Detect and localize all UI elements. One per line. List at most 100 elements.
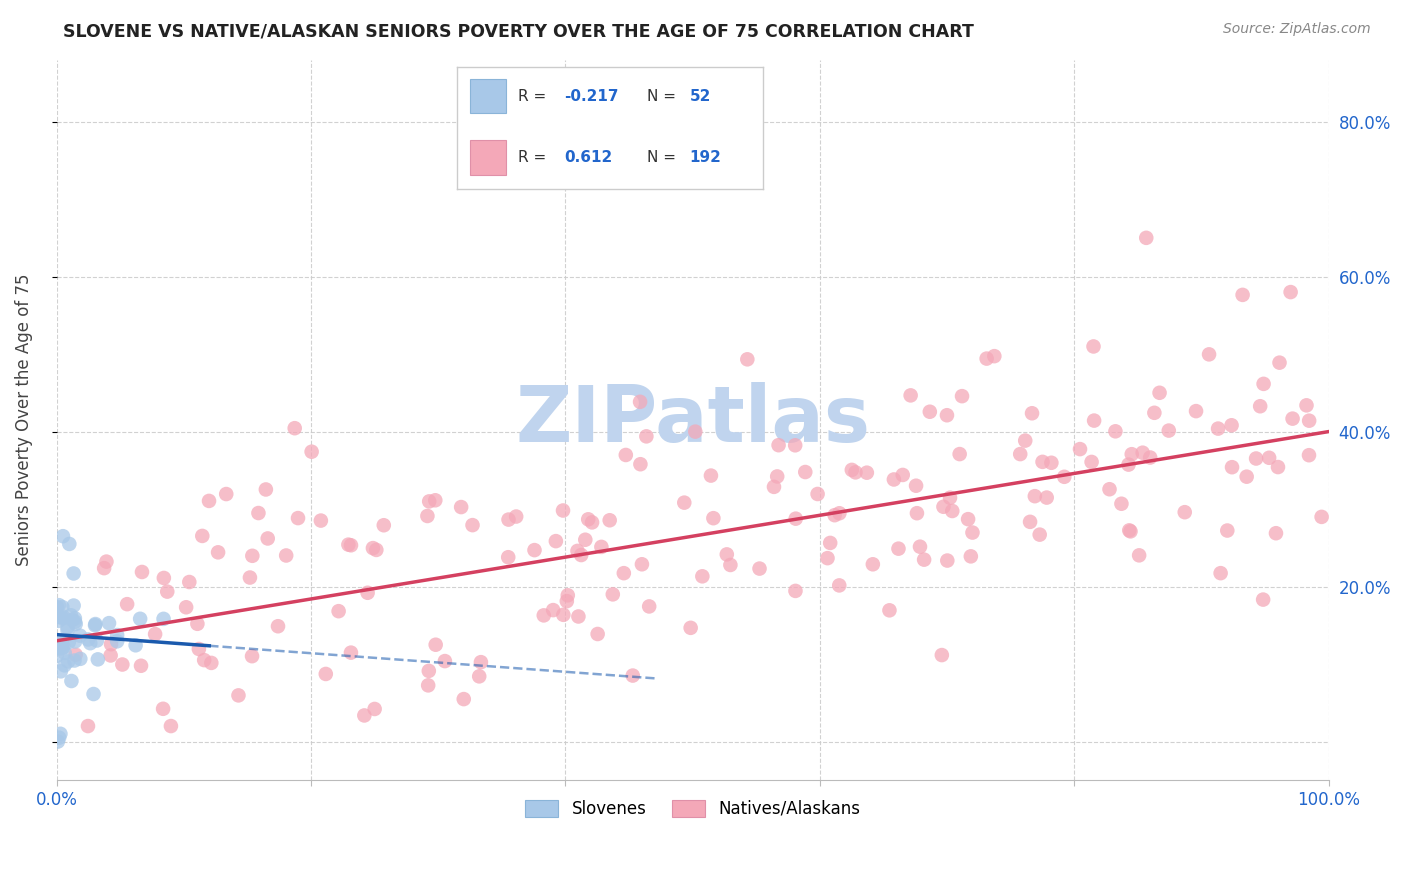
Point <box>49 727 72 741</box>
Point <box>887 541 910 556</box>
Point <box>716 548 738 562</box>
Point <box>1010 447 1032 461</box>
Point <box>908 540 931 554</box>
Point <box>98 616 121 631</box>
Point <box>46 633 69 648</box>
Point <box>96 555 118 569</box>
Text: Source: ZipAtlas.com: Source: ZipAtlas.com <box>1223 22 1371 37</box>
Point <box>254 483 277 497</box>
Point <box>636 429 658 443</box>
Point <box>581 516 603 530</box>
Point <box>1265 526 1288 541</box>
Point <box>1220 460 1243 475</box>
Point <box>152 612 174 626</box>
Point <box>1267 460 1289 475</box>
Point <box>186 616 208 631</box>
Point <box>51 636 73 650</box>
Point <box>638 599 661 614</box>
Point <box>356 586 378 600</box>
Point <box>160 719 183 733</box>
Point <box>198 494 221 508</box>
Text: ZIPatlas: ZIPatlas <box>515 382 870 458</box>
Point <box>340 538 363 552</box>
Point <box>1069 442 1091 456</box>
Point <box>363 702 385 716</box>
Point <box>768 438 790 452</box>
Point <box>143 627 166 641</box>
Point <box>63 634 86 648</box>
Point <box>45 599 67 614</box>
Point <box>53 646 76 660</box>
Point <box>498 512 520 526</box>
Point <box>576 512 599 526</box>
Point <box>48 614 70 628</box>
Point <box>1244 451 1267 466</box>
Point <box>46 734 69 748</box>
Point <box>63 615 86 629</box>
Point <box>936 553 959 567</box>
Point <box>45 648 67 663</box>
Point <box>1251 592 1274 607</box>
Point <box>56 624 79 638</box>
Point <box>557 588 579 602</box>
Point <box>129 612 152 626</box>
Point <box>1209 566 1232 581</box>
Point <box>941 504 963 518</box>
Point <box>52 611 75 625</box>
Point <box>1298 448 1320 462</box>
Point <box>56 620 79 634</box>
Point <box>1031 455 1053 469</box>
Point <box>100 637 122 651</box>
Point <box>621 668 644 682</box>
Point <box>340 646 363 660</box>
Point <box>56 655 79 669</box>
Point <box>555 594 578 608</box>
Point <box>46 639 69 653</box>
Point <box>748 561 770 575</box>
Point <box>766 469 789 483</box>
Point <box>1206 421 1229 435</box>
Point <box>1104 425 1126 439</box>
Point <box>301 444 323 458</box>
Point <box>918 405 941 419</box>
Point <box>1021 406 1043 420</box>
Point <box>931 648 953 662</box>
Point <box>1118 524 1140 538</box>
Point <box>156 584 179 599</box>
Point <box>685 425 707 439</box>
Point <box>856 466 879 480</box>
Point <box>124 638 146 652</box>
Point <box>65 617 87 632</box>
Point <box>200 656 222 670</box>
Point <box>87 652 110 666</box>
Point <box>1098 482 1121 496</box>
Point <box>65 648 87 662</box>
Point <box>228 689 250 703</box>
Point <box>240 649 263 664</box>
Point <box>900 388 922 402</box>
Point <box>1149 385 1171 400</box>
Point <box>51 641 73 656</box>
Point <box>1298 414 1320 428</box>
Point <box>111 657 134 672</box>
Point <box>591 540 613 554</box>
Text: SLOVENE VS NATIVE/ALASKAN SENIORS POVERTY OVER THE AGE OF 75 CORRELATION CHART: SLOVENE VS NATIVE/ALASKAN SENIORS POVERT… <box>63 22 974 40</box>
Point <box>551 503 574 517</box>
Point <box>614 448 637 462</box>
Point <box>287 511 309 525</box>
Point <box>702 511 724 525</box>
Point <box>49 638 72 652</box>
Point <box>544 534 567 549</box>
Point <box>828 578 851 592</box>
Point <box>63 611 86 625</box>
Point <box>425 638 447 652</box>
Point <box>700 468 723 483</box>
Point <box>1281 411 1303 425</box>
Point <box>1024 489 1046 503</box>
Point <box>366 542 388 557</box>
Point <box>418 664 440 678</box>
Point <box>1019 515 1042 529</box>
Point <box>256 532 278 546</box>
Point <box>309 514 332 528</box>
Point <box>193 653 215 667</box>
